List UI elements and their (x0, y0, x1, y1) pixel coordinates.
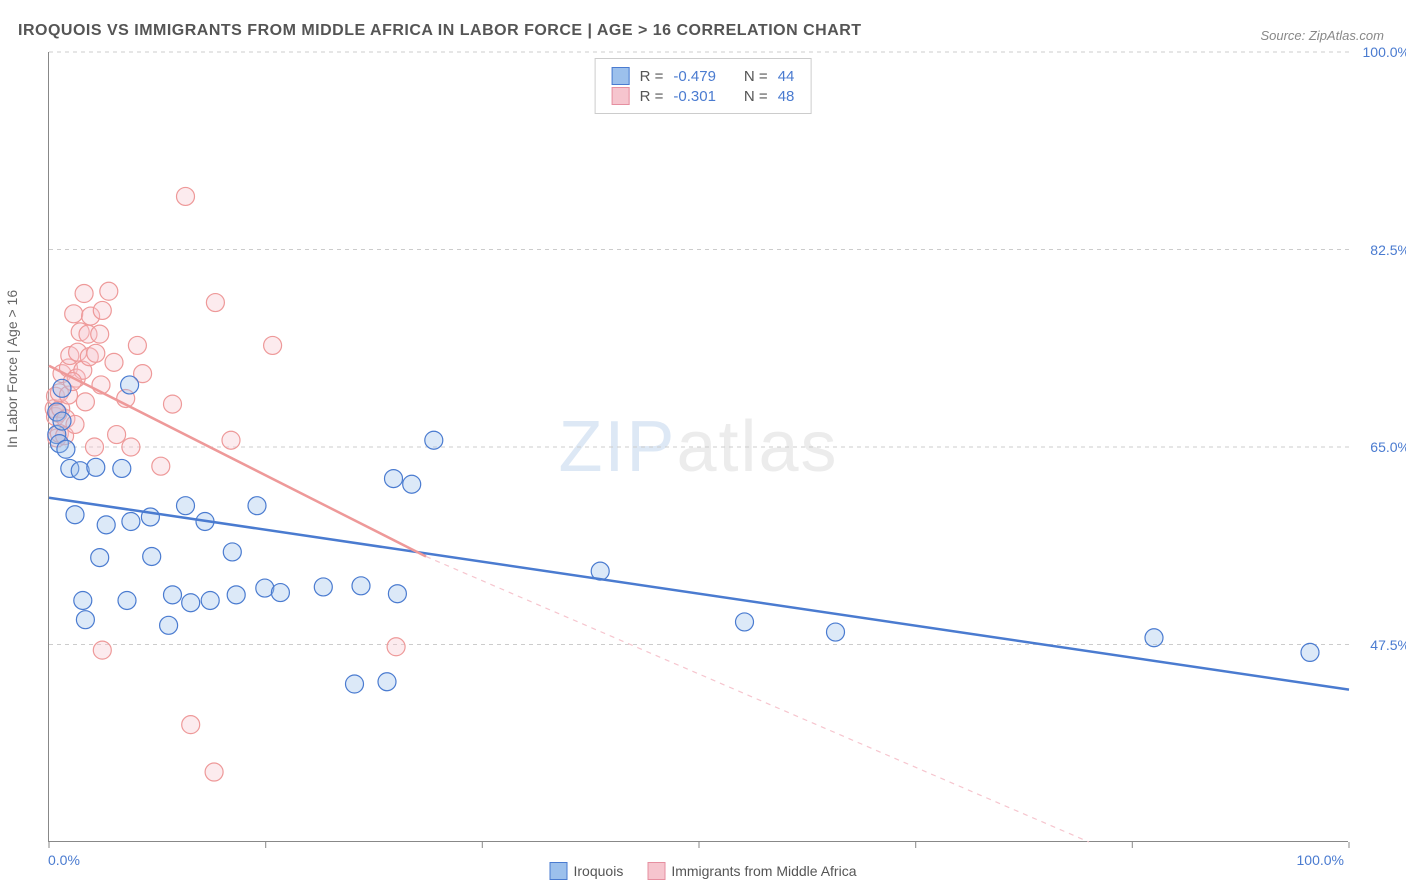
legend-item: Immigrants from Middle Africa (647, 862, 856, 880)
y-tick-label: 47.5% (1370, 637, 1406, 653)
legend-label: Immigrants from Middle Africa (671, 863, 856, 879)
y-tick-label: 100.0% (1363, 44, 1406, 60)
correlation-legend-box: R = -0.479 N = 44 R = -0.301 N = 48 (595, 58, 812, 114)
chart-title: IROQUOIS VS IMMIGRANTS FROM MIDDLE AFRIC… (18, 22, 862, 40)
source-link[interactable]: ZipAtlas.com (1309, 28, 1384, 43)
plot-area: ZIPatlas 47.5%65.0%82.5%100.0% (48, 52, 1348, 842)
legend-swatch (612, 87, 630, 105)
r-label: R = (640, 88, 664, 105)
y-tick-label: 82.5% (1370, 242, 1406, 258)
legend-swatch (647, 862, 665, 880)
source-attribution: Source: ZipAtlas.com (1260, 28, 1384, 43)
source-label: Source: (1260, 28, 1308, 43)
y-tick-label: 65.0% (1370, 439, 1406, 455)
correlation-row: R = -0.301 N = 48 (612, 87, 795, 105)
legend-swatch (612, 67, 630, 85)
x-axis-max-label: 100.0% (1297, 852, 1344, 868)
n-value: 44 (778, 68, 795, 85)
r-value: -0.301 (673, 88, 716, 105)
scatter-chart-svg (49, 52, 1348, 841)
correlation-row: R = -0.479 N = 44 (612, 67, 795, 85)
legend-item: Iroquois (550, 862, 624, 880)
legend-label: Iroquois (574, 863, 624, 879)
n-value: 48 (778, 88, 795, 105)
bottom-legend: Iroquois Immigrants from Middle Africa (550, 862, 857, 880)
n-label: N = (744, 88, 768, 105)
r-value: -0.479 (673, 68, 716, 85)
r-label: R = (640, 68, 664, 85)
legend-swatch (550, 862, 568, 880)
n-label: N = (744, 68, 768, 85)
y-axis-title: In Labor Force | Age > 16 (4, 290, 20, 448)
x-axis-min-label: 0.0% (48, 852, 80, 868)
